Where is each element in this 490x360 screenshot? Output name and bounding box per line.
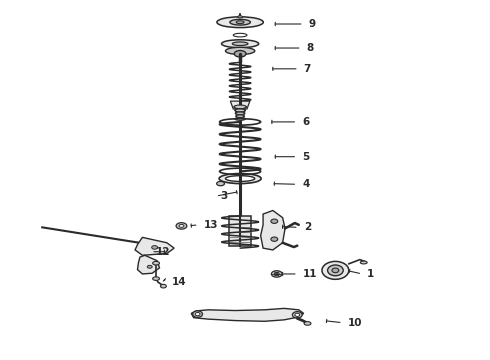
Ellipse shape [274,273,279,275]
Bar [229,216,251,246]
Text: 1: 1 [367,269,374,279]
Polygon shape [138,255,159,274]
Polygon shape [191,309,304,321]
Ellipse shape [232,42,248,45]
Text: 12: 12 [156,247,171,257]
Text: 7: 7 [304,64,311,74]
Ellipse shape [238,16,243,18]
Ellipse shape [176,223,187,229]
Ellipse shape [179,225,184,227]
Ellipse shape [225,47,255,54]
Ellipse shape [195,312,200,316]
Ellipse shape [235,112,245,114]
Polygon shape [230,101,250,109]
Text: 14: 14 [172,277,186,287]
Ellipse shape [235,118,245,120]
Ellipse shape [271,271,282,277]
Ellipse shape [295,313,300,316]
Ellipse shape [230,19,250,25]
Ellipse shape [147,265,152,268]
Text: 13: 13 [203,220,218,230]
Ellipse shape [221,40,259,48]
Text: 8: 8 [307,43,314,53]
Text: 4: 4 [302,179,310,189]
Text: 3: 3 [220,191,228,201]
Ellipse shape [152,246,158,249]
Polygon shape [135,237,174,255]
Ellipse shape [193,311,202,318]
Ellipse shape [233,33,247,37]
Ellipse shape [153,261,159,265]
Text: 9: 9 [309,19,316,29]
Text: 5: 5 [302,152,309,162]
Ellipse shape [332,268,339,273]
Ellipse shape [271,237,278,241]
Ellipse shape [328,265,343,276]
Ellipse shape [153,277,159,280]
Ellipse shape [225,176,255,181]
Ellipse shape [360,261,367,264]
Ellipse shape [217,181,224,186]
Text: 10: 10 [347,318,362,328]
Ellipse shape [234,105,246,109]
Ellipse shape [236,21,244,24]
Ellipse shape [219,174,261,184]
Ellipse shape [235,109,245,112]
Ellipse shape [271,219,278,224]
Ellipse shape [217,17,263,28]
Ellipse shape [322,261,349,279]
Text: 2: 2 [304,222,311,232]
Ellipse shape [236,115,245,117]
Ellipse shape [304,321,311,325]
Text: 6: 6 [302,117,309,127]
Ellipse shape [293,312,302,318]
Ellipse shape [234,50,246,57]
Polygon shape [261,211,285,250]
Ellipse shape [160,284,166,288]
Text: 11: 11 [303,269,317,279]
